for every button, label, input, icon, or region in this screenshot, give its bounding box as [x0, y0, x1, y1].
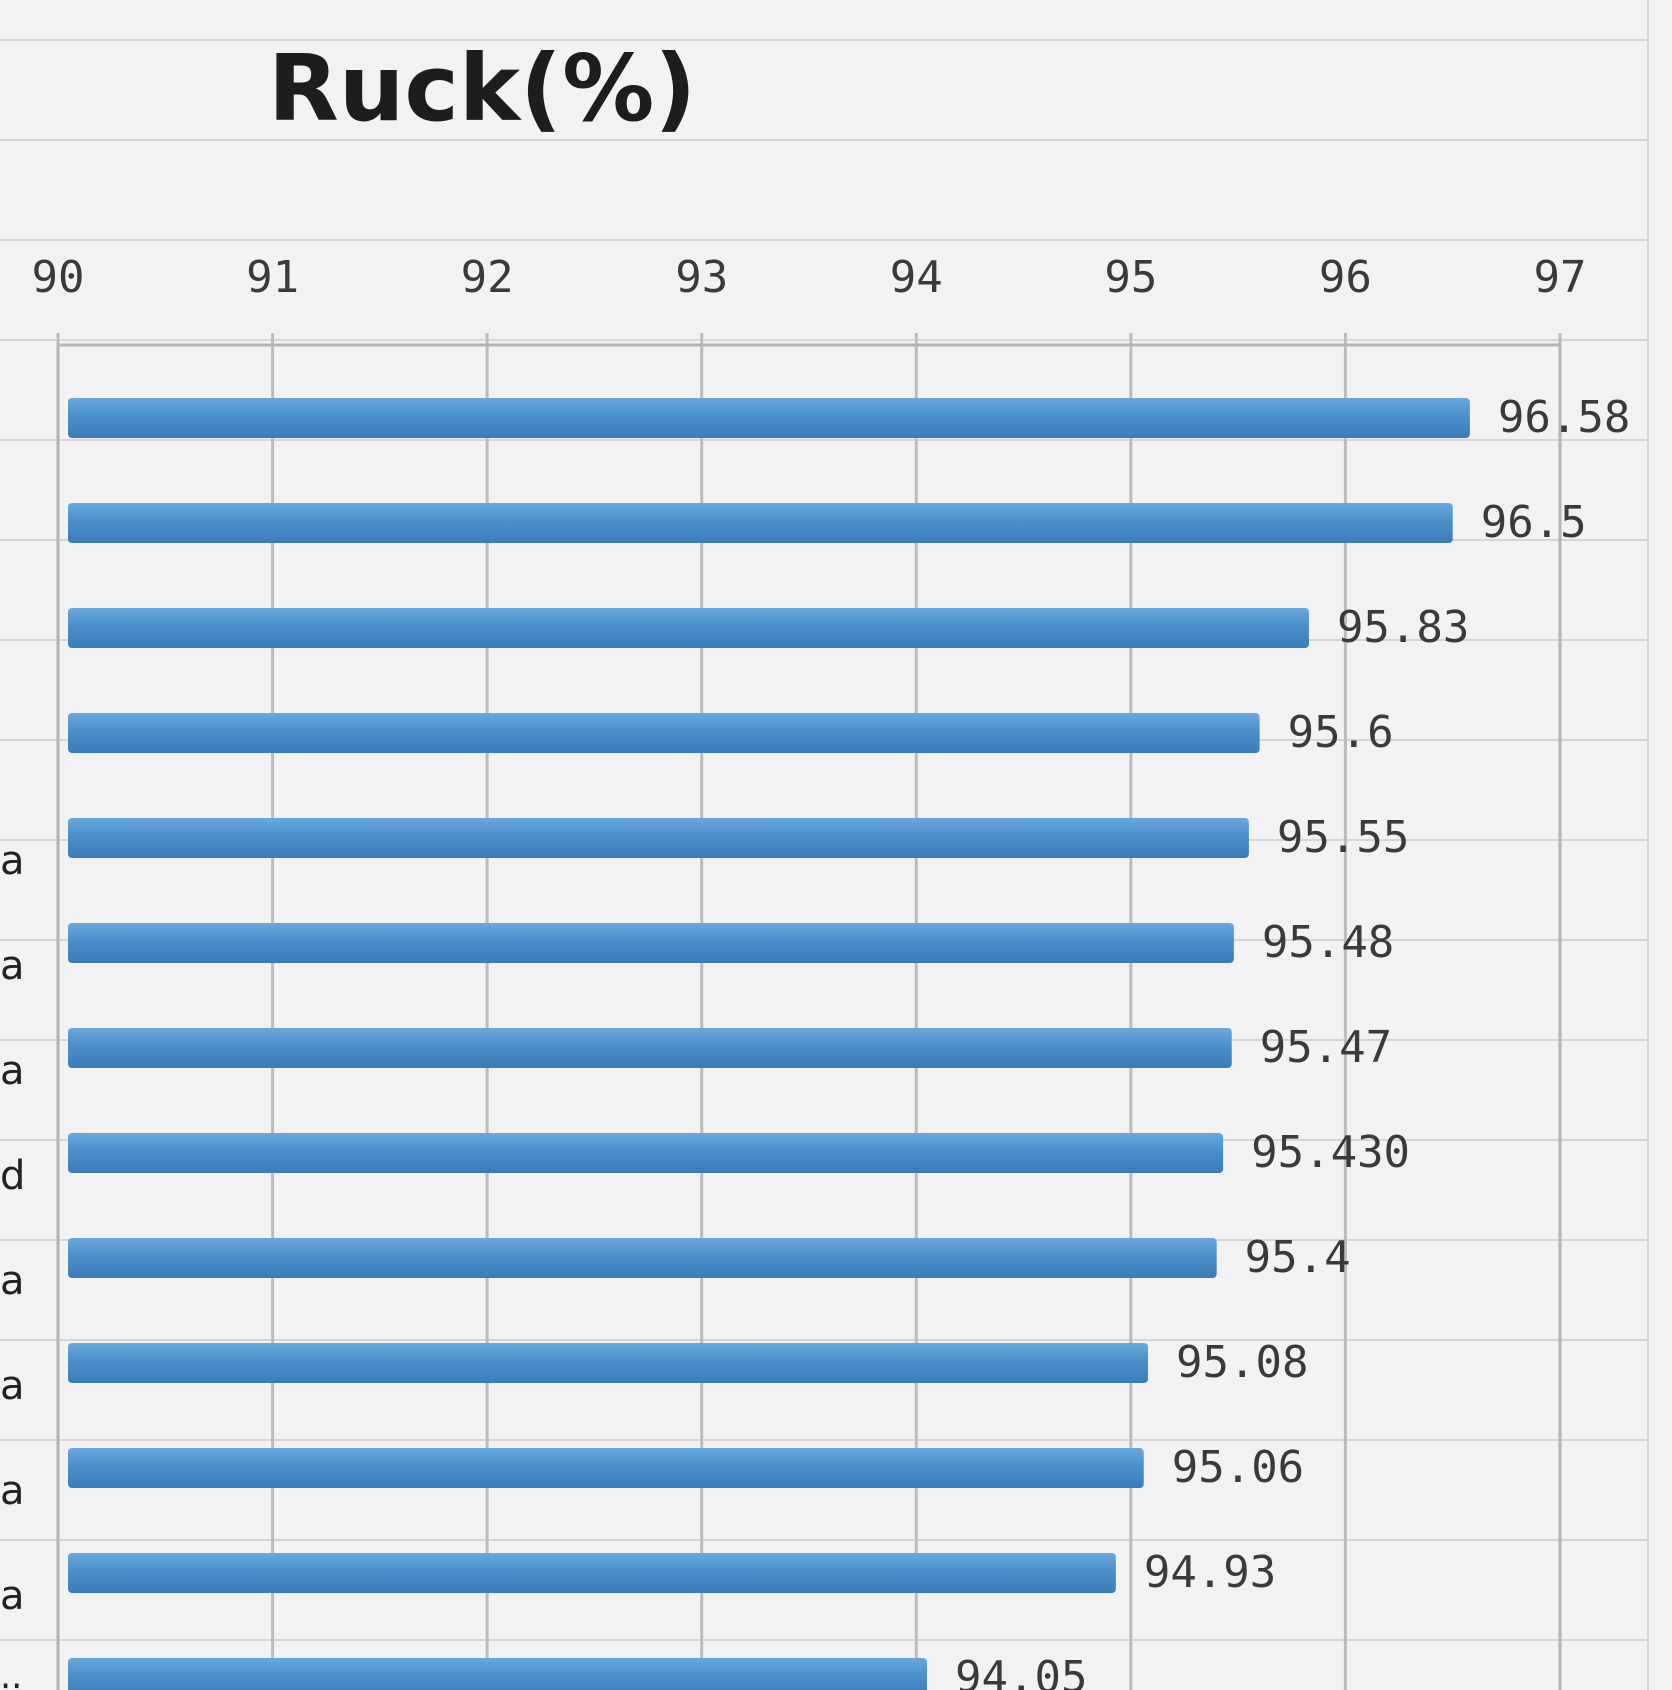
- category-labels: a a a d a a a a ji: [0, 838, 25, 1690]
- x-tick-label: 93: [675, 252, 728, 303]
- data-label: 95.06: [1172, 1442, 1304, 1493]
- bar: [68, 1448, 1144, 1488]
- x-tick-label: 94: [890, 252, 943, 303]
- data-label: 95.6: [1288, 707, 1394, 758]
- x-tick-label: 97: [1534, 252, 1587, 303]
- data-label: 95.83: [1337, 602, 1469, 653]
- category-label: a: [0, 1363, 25, 1409]
- category-label: a: [0, 1048, 25, 1094]
- bar: [68, 1028, 1232, 1068]
- bar: [68, 818, 1249, 858]
- data-label: 94.05: [955, 1652, 1087, 1690]
- bar: [68, 1133, 1224, 1173]
- data-label: 95.48: [1262, 917, 1394, 968]
- data-label: 95.47: [1260, 1022, 1392, 1073]
- x-tick-label: 90: [32, 252, 85, 303]
- data-label: 95.55: [1277, 812, 1409, 863]
- bars: [68, 398, 1470, 1690]
- bar: [68, 1553, 1116, 1593]
- data-label: 94.93: [1144, 1547, 1276, 1598]
- x-tick-label: 91: [246, 252, 299, 303]
- bar: [68, 608, 1309, 648]
- bar: [68, 1238, 1217, 1278]
- x-tick-label: 95: [1104, 252, 1157, 303]
- category-label: a: [0, 1258, 25, 1304]
- category-label: d: [0, 1153, 25, 1199]
- category-label: a: [0, 1468, 25, 1514]
- data-label: 95.430: [1251, 1127, 1410, 1178]
- bar: [68, 923, 1234, 963]
- x-axis-tick-labels: 90 91 92 93 94 95 96 97: [32, 252, 1587, 303]
- bar: [68, 398, 1470, 438]
- data-label: 96.58: [1498, 392, 1630, 443]
- chart-title: Ruck(%): [268, 35, 696, 142]
- category-label: a: [0, 838, 25, 884]
- data-label: 95.08: [1176, 1337, 1308, 1388]
- category-label: a: [0, 1573, 25, 1619]
- x-tick-label: 92: [461, 252, 514, 303]
- plot-area-frame: [56, 343, 1562, 1690]
- category-label: ji: [0, 1678, 22, 1690]
- category-label: a: [0, 943, 25, 989]
- bar: [68, 713, 1260, 753]
- data-label: 96.5: [1481, 497, 1587, 548]
- x-tick-label: 96: [1319, 252, 1372, 303]
- bar: [68, 1343, 1149, 1383]
- data-labels: 96.58 96.5 95.83 95.6 95.55 95.48 95.47 95.430 9…: [955, 392, 1630, 1690]
- data-label: 95.4: [1245, 1232, 1351, 1283]
- bar: [68, 503, 1453, 543]
- bar: [68, 1658, 928, 1690]
